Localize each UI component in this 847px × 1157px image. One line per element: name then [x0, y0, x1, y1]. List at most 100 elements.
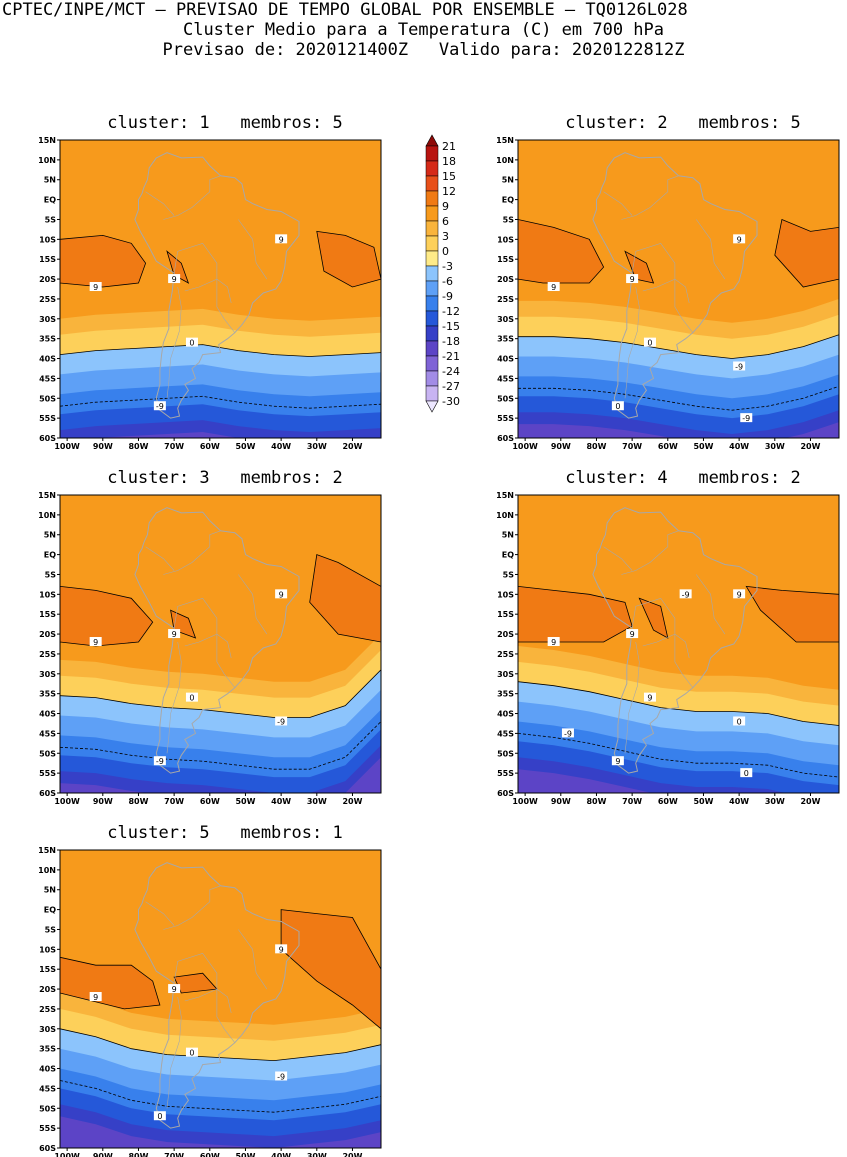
- contour-label: 9: [647, 694, 652, 703]
- field-6-9-north: [60, 850, 381, 870]
- contour-label-bg: [547, 637, 560, 647]
- contour-label-bg: [168, 274, 181, 284]
- lon-tick-label: 70W: [164, 1152, 184, 1157]
- lon-tick-label: 40W: [271, 797, 291, 806]
- contour-label-bg: [611, 756, 624, 766]
- country-border: [184, 633, 218, 647]
- coastline: [592, 152, 758, 419]
- lon-tick-label: 90W: [551, 797, 571, 806]
- contour-label: 9: [737, 235, 742, 244]
- colorbar-label: -27: [442, 380, 460, 393]
- coastline: [592, 507, 758, 774]
- lon-tick-label: 40W: [271, 442, 291, 451]
- lat-tick-label: 30S: [39, 315, 56, 324]
- field-9-12-blob: [60, 234, 147, 288]
- country-border: [163, 885, 221, 930]
- lat-tick-label: 10S: [497, 590, 514, 599]
- colorbar-swatch: [425, 250, 439, 267]
- lat-tick-label: 55S: [39, 414, 56, 423]
- contour-label: 0: [647, 339, 652, 348]
- field-9-12-blob: [638, 597, 669, 639]
- colorbar-swatch: [425, 325, 439, 342]
- lon-tick-label: 50W: [235, 442, 255, 451]
- lon-tick-label: 30W: [307, 1152, 327, 1157]
- lon-tick-label: 30W: [307, 797, 327, 806]
- lon-tick-label: 100W: [54, 1152, 80, 1157]
- lon-tick-label: 20W: [342, 1152, 362, 1157]
- colorbar-label: 9: [442, 200, 449, 213]
- contour-label: 9: [172, 630, 177, 639]
- field-neg18-neg15: [518, 422, 839, 438]
- colorbar-top-arrow: [425, 134, 439, 147]
- country-border: [145, 546, 175, 571]
- panel-title-cluster-2: cluster: 2 membros: 5: [565, 113, 801, 133]
- contour-label-bg: [611, 401, 624, 411]
- lon-tick-label: 100W: [54, 797, 80, 806]
- contour-label-bg: [679, 589, 692, 599]
- lat-tick-label: 55S: [39, 769, 56, 778]
- header-title-line1: CPTEC/INPE/MCT – PREVISAO DE TEMPO GLOBA…: [2, 0, 688, 20]
- field-neg18-neg15: [60, 1116, 381, 1148]
- lat-tick-label: 30S: [497, 315, 514, 324]
- lat-tick-label: EQ: [502, 196, 514, 205]
- colorbar-label: -24: [442, 365, 460, 378]
- contour-label: -9: [277, 717, 285, 726]
- contour-label: -9: [682, 590, 690, 599]
- lat-tick-label: 15S: [39, 255, 56, 264]
- lon-tick-label: 80W: [128, 797, 148, 806]
- map-panel-cluster-2: 9 9 9 0 0 -9 -9 15N 10N 5N EQ 5S 10S 15S 20S 25S 30S 35S 4…: [496, 136, 840, 451]
- lat-tick-label: 50S: [39, 394, 56, 403]
- field-9-12-blob: [316, 230, 381, 288]
- contour-label-bg: [185, 692, 198, 702]
- plot-frame: [59, 849, 382, 1149]
- lon-tick-label: 40W: [729, 797, 749, 806]
- colorbar-swatch: [425, 190, 439, 207]
- contour-label: 9: [279, 235, 284, 244]
- colorbar-label: 3: [442, 230, 449, 243]
- country-border: [173, 242, 232, 303]
- field-neg18-neg15: [60, 757, 381, 793]
- colorbar-label: 6: [442, 215, 449, 228]
- lat-tick-label: 55S: [497, 769, 514, 778]
- panel-title-cluster-1: cluster: 1 membros: 5: [107, 113, 343, 133]
- contour-label: -9: [735, 362, 743, 371]
- colorbar-label: -3: [442, 260, 453, 273]
- contour-label: 9: [630, 275, 635, 284]
- lon-tick-label: 100W: [512, 442, 538, 451]
- lat-tick-label: 25S: [39, 295, 56, 304]
- lon-tick-label: 60W: [658, 442, 678, 451]
- lat-tick-label: EQ: [44, 551, 56, 560]
- plot-frame: [59, 139, 382, 439]
- colorbar-swatch: [425, 340, 439, 357]
- plot-frame: [517, 494, 840, 794]
- country-border: [624, 641, 640, 754]
- colorbar-bottom-arrow: [425, 400, 439, 413]
- contour-label-bg: [740, 413, 753, 423]
- lat-tick-label: 10N: [496, 511, 514, 520]
- lat-tick-label: 5S: [45, 215, 57, 224]
- contour-label-bg: [547, 282, 560, 292]
- lat-tick-label: 5N: [44, 886, 56, 895]
- colorbar-label: -9: [442, 290, 453, 303]
- country-border: [603, 546, 633, 571]
- colorbar-label: 0: [442, 245, 449, 258]
- colorbar-label: -30: [442, 395, 460, 408]
- lon-tick-label: 80W: [128, 1152, 148, 1157]
- country-border: [621, 530, 679, 575]
- country-border: [163, 175, 221, 220]
- country-border: [145, 191, 175, 216]
- lon-tick-label: 20W: [342, 442, 362, 451]
- lon-tick-label: 70W: [622, 442, 642, 451]
- coastline: [134, 152, 300, 419]
- country-border: [238, 929, 268, 990]
- country-border: [621, 175, 679, 220]
- panel-title-cluster-3: cluster: 3 membros: 2: [107, 468, 343, 488]
- contour-label: -9: [156, 757, 164, 766]
- contour-label-bg: [168, 984, 181, 994]
- lon-tick-label: 80W: [128, 442, 148, 451]
- country-border: [216, 634, 236, 688]
- lat-tick-label: 5N: [502, 531, 514, 540]
- country-border: [238, 219, 268, 280]
- coastline: [134, 862, 300, 1129]
- panel-title-cluster-4: cluster: 4 membros: 2: [565, 468, 801, 488]
